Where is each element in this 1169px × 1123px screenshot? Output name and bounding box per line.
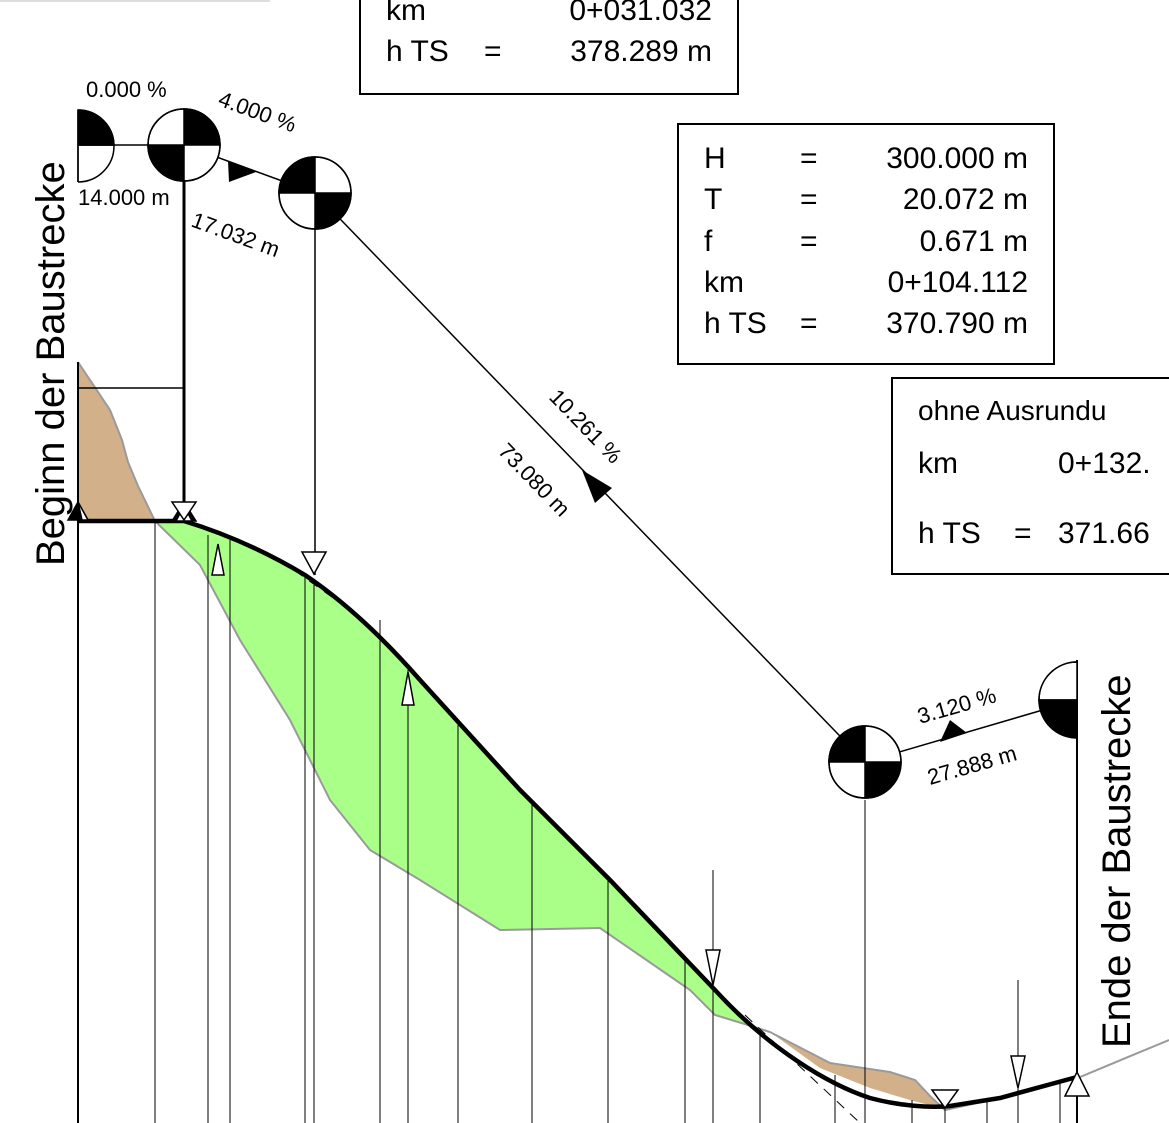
curve-f-eq: =	[800, 225, 818, 258]
curve-h-eq: =	[800, 142, 818, 175]
segment-1-grade: 0.000 %	[86, 77, 167, 102]
fill-area	[155, 521, 768, 1032]
box-right-hts-label: h TS	[918, 517, 981, 550]
quad-2	[278, 156, 352, 230]
segment-3-length: 73.080 m	[493, 438, 575, 521]
box-right-title: ohne Ausrundu	[918, 395, 1106, 426]
curve-hts-value: 370.790 m	[886, 307, 1028, 340]
box-right-km-value: 0+132.	[1058, 447, 1151, 480]
info-box-curve: H = 300.000 m T = 20.072 m f = 0.671 m k…	[677, 123, 1055, 365]
curve-hts-label: h TS	[704, 307, 767, 340]
info-box-top: km 0+031.032 h TS = 378.289 m	[359, 0, 739, 95]
segment-2-length: 17.032 m	[188, 207, 283, 262]
quadrant-symbols	[77, 108, 1078, 799]
info-box-right: ohne Ausrundu km 0+132. h TS = 371.66	[891, 377, 1169, 575]
box-right-hts-value: 371.66	[1058, 517, 1150, 550]
curve-t-value: 20.072 m	[903, 183, 1028, 216]
station-lines	[77, 362, 1078, 1123]
curve-km-label: km	[704, 266, 744, 299]
box-top-hts-eq: =	[484, 35, 502, 68]
terrain-line	[77, 361, 1169, 1112]
box-top-hts-label: h TS	[386, 35, 449, 68]
segment-1-length: 14.000 m	[78, 185, 170, 210]
curve-h-label: H	[704, 142, 726, 175]
segment-4-length: 27.888 m	[924, 740, 1019, 789]
curve-hts-eq: =	[800, 307, 818, 340]
end-label: Ende der Baustrecke	[1095, 674, 1139, 1048]
profile-line	[78, 518, 1078, 1109]
box-top-km-value: 0+031.032	[569, 0, 712, 27]
segment-3-grade: 10.261 %	[544, 384, 627, 468]
curve-h-value: 300.000 m	[886, 142, 1028, 175]
cut-area-right	[770, 1032, 940, 1108]
box-top-hts-value: 378.289 m	[570, 35, 712, 68]
curve-f-value: 0.671 m	[920, 225, 1028, 258]
curve-km-value: 0+104.112	[888, 266, 1028, 299]
station-markers	[66, 500, 1091, 1110]
quad-1	[147, 108, 221, 182]
quad-start	[77, 109, 115, 183]
grade-arrows	[228, 161, 967, 742]
box-right-km-label: km	[918, 447, 958, 480]
quad-end	[1038, 661, 1078, 739]
curve-t-label: T	[704, 183, 722, 216]
box-top-km-label: km	[386, 0, 426, 27]
segment-4-grade: 3.120 %	[914, 683, 998, 729]
quad-3	[828, 725, 902, 799]
curve-f-label: f	[704, 225, 713, 258]
segment-2-grade: 4.000 %	[215, 86, 299, 137]
tangent-extension	[279, 559, 861, 1123]
box-right-hts-eq: =	[1014, 517, 1032, 550]
curve-t-eq: =	[800, 183, 818, 216]
start-label: Beginn der Baustrecke	[29, 161, 73, 566]
